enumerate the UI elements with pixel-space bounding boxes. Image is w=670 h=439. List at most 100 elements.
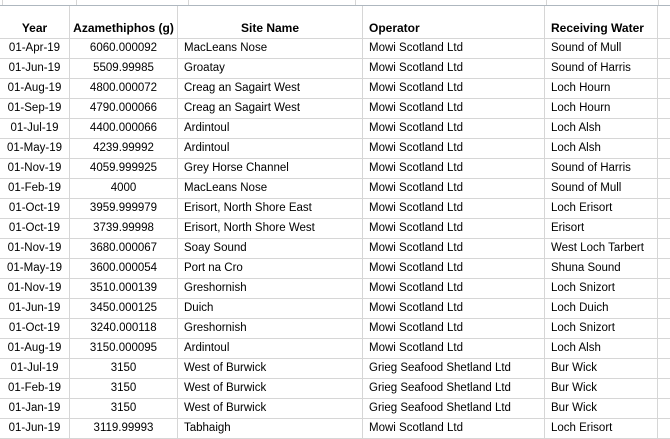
cell-receiving_water[interactable]: Loch Hourn: [545, 79, 658, 99]
cell-site_name[interactable]: MacLeans Nose: [178, 179, 363, 199]
cell-year[interactable]: 01-Oct-19: [0, 219, 70, 239]
cell-empty-sliver[interactable]: [658, 279, 670, 299]
cell-azamethiphos_g[interactable]: 5509.99985: [70, 59, 178, 79]
cell-empty-sliver[interactable]: [658, 139, 670, 159]
cell-receiving_water[interactable]: Loch Erisort: [545, 199, 658, 219]
cell-azamethiphos_g[interactable]: 3739.99998: [70, 219, 178, 239]
cell-year[interactable]: 01-Feb-19: [0, 179, 70, 199]
cell-year[interactable]: 01-May-19: [0, 139, 70, 159]
cell-year[interactable]: 01-May-19: [0, 259, 70, 279]
cell-site_name[interactable]: Ardintoul: [178, 119, 363, 139]
cell-azamethiphos_g[interactable]: 3150: [70, 399, 178, 419]
cell-receiving_water[interactable]: Loch Erisort: [545, 419, 658, 439]
cell-year[interactable]: 01-Aug-19: [0, 339, 70, 359]
cell-year[interactable]: 01-Sep-19: [0, 99, 70, 119]
cell-azamethiphos_g[interactable]: 3450.000125: [70, 299, 178, 319]
cell-empty-sliver[interactable]: [658, 399, 670, 419]
cell-azamethiphos_g[interactable]: 6060.000092: [70, 39, 178, 59]
cell-site_name[interactable]: Soay Sound: [178, 239, 363, 259]
cell-receiving_water[interactable]: Erisort: [545, 219, 658, 239]
cell-operator[interactable]: Mowi Scotland Ltd: [363, 179, 545, 199]
cell-operator[interactable]: Grieg Seafood Shetland Ltd: [363, 379, 545, 399]
cell-azamethiphos_g[interactable]: 3150: [70, 379, 178, 399]
cell-operator[interactable]: Mowi Scotland Ltd: [363, 59, 545, 79]
cell-empty-sliver[interactable]: [658, 59, 670, 79]
cell-azamethiphos_g[interactable]: 3600.000054: [70, 259, 178, 279]
cell-azamethiphos_g[interactable]: 3150: [70, 359, 178, 379]
cell-site_name[interactable]: Creag an Sagairt West: [178, 99, 363, 119]
cell-receiving_water[interactable]: Loch Alsh: [545, 119, 658, 139]
cell-site_name[interactable]: West of Burwick: [178, 399, 363, 419]
cell-operator[interactable]: Grieg Seafood Shetland Ltd: [363, 359, 545, 379]
cell-year[interactable]: 01-Jun-19: [0, 299, 70, 319]
cell-site_name[interactable]: Ardintoul: [178, 339, 363, 359]
cell-azamethiphos_g[interactable]: 4790.000066: [70, 99, 178, 119]
cell-empty-sliver[interactable]: [658, 359, 670, 379]
column-header-empty-sliver[interactable]: [658, 6, 670, 39]
cell-azamethiphos_g[interactable]: 3240.000118: [70, 319, 178, 339]
cell-site_name[interactable]: Ardintoul: [178, 139, 363, 159]
cell-receiving_water[interactable]: Loch Alsh: [545, 339, 658, 359]
cell-empty-sliver[interactable]: [658, 339, 670, 359]
cell-receiving_water[interactable]: Loch Duich: [545, 299, 658, 319]
cell-empty-sliver[interactable]: [658, 119, 670, 139]
cell-site_name[interactable]: Grey Horse Channel: [178, 159, 363, 179]
cell-site_name[interactable]: Duich: [178, 299, 363, 319]
cell-empty-sliver[interactable]: [658, 219, 670, 239]
cell-receiving_water[interactable]: Sound of Mull: [545, 39, 658, 59]
cell-year[interactable]: 01-Jul-19: [0, 359, 70, 379]
cell-operator[interactable]: Mowi Scotland Ltd: [363, 259, 545, 279]
cell-empty-sliver[interactable]: [658, 99, 670, 119]
cell-operator[interactable]: Mowi Scotland Ltd: [363, 319, 545, 339]
cell-empty-sliver[interactable]: [658, 179, 670, 199]
cell-receiving_water[interactable]: Loch Snizort: [545, 319, 658, 339]
cell-year[interactable]: 01-Nov-19: [0, 279, 70, 299]
cell-site_name[interactable]: Groatay: [178, 59, 363, 79]
cell-azamethiphos_g[interactable]: 4000: [70, 179, 178, 199]
cell-site_name[interactable]: Greshornish: [178, 279, 363, 299]
cell-operator[interactable]: Mowi Scotland Ltd: [363, 39, 545, 59]
cell-year[interactable]: 01-Apr-19: [0, 39, 70, 59]
cell-azamethiphos_g[interactable]: 3119.99993: [70, 419, 178, 439]
cell-receiving_water[interactable]: Sound of Harris: [545, 159, 658, 179]
column-header-year[interactable]: Year: [0, 6, 70, 39]
cell-azamethiphos_g[interactable]: 4059.999925: [70, 159, 178, 179]
cell-year[interactable]: 01-Jun-19: [0, 59, 70, 79]
cell-azamethiphos_g[interactable]: 3680.000067: [70, 239, 178, 259]
cell-operator[interactable]: Grieg Seafood Shetland Ltd: [363, 399, 545, 419]
cell-operator[interactable]: Mowi Scotland Ltd: [363, 199, 545, 219]
cell-receiving_water[interactable]: Sound of Mull: [545, 179, 658, 199]
cell-operator[interactable]: Mowi Scotland Ltd: [363, 159, 545, 179]
column-header-receiving_water[interactable]: Receiving Water: [545, 6, 658, 39]
cell-year[interactable]: 01-Jan-19: [0, 399, 70, 419]
column-header-azamethiphos_g[interactable]: Azamethiphos (g): [70, 6, 178, 39]
cell-operator[interactable]: Mowi Scotland Ltd: [363, 219, 545, 239]
cell-year[interactable]: 01-Jun-19: [0, 419, 70, 439]
cell-receiving_water[interactable]: Bur Wick: [545, 399, 658, 419]
cell-empty-sliver[interactable]: [658, 299, 670, 319]
cell-azamethiphos_g[interactable]: 3510.000139: [70, 279, 178, 299]
cell-site_name[interactable]: Erisort, North Shore East: [178, 199, 363, 219]
cell-operator[interactable]: Mowi Scotland Ltd: [363, 419, 545, 439]
cell-receiving_water[interactable]: Bur Wick: [545, 379, 658, 399]
cell-receiving_water[interactable]: Sound of Harris: [545, 59, 658, 79]
cell-site_name[interactable]: West of Burwick: [178, 379, 363, 399]
cell-year[interactable]: 01-Aug-19: [0, 79, 70, 99]
cell-operator[interactable]: Mowi Scotland Ltd: [363, 119, 545, 139]
cell-site_name[interactable]: Greshornish: [178, 319, 363, 339]
cell-receiving_water[interactable]: Loch Alsh: [545, 139, 658, 159]
cell-operator[interactable]: Mowi Scotland Ltd: [363, 279, 545, 299]
cell-operator[interactable]: Mowi Scotland Ltd: [363, 339, 545, 359]
cell-empty-sliver[interactable]: [658, 39, 670, 59]
cell-site_name[interactable]: Erisort, North Shore West: [178, 219, 363, 239]
cell-azamethiphos_g[interactable]: 4800.000072: [70, 79, 178, 99]
cell-azamethiphos_g[interactable]: 3150.000095: [70, 339, 178, 359]
cell-empty-sliver[interactable]: [658, 79, 670, 99]
cell-receiving_water[interactable]: Loch Snizort: [545, 279, 658, 299]
cell-empty-sliver[interactable]: [658, 319, 670, 339]
cell-year[interactable]: 01-Nov-19: [0, 239, 70, 259]
cell-site_name[interactable]: Tabhaigh: [178, 419, 363, 439]
cell-site_name[interactable]: West of Burwick: [178, 359, 363, 379]
cell-empty-sliver[interactable]: [658, 259, 670, 279]
cell-receiving_water[interactable]: Loch Hourn: [545, 99, 658, 119]
